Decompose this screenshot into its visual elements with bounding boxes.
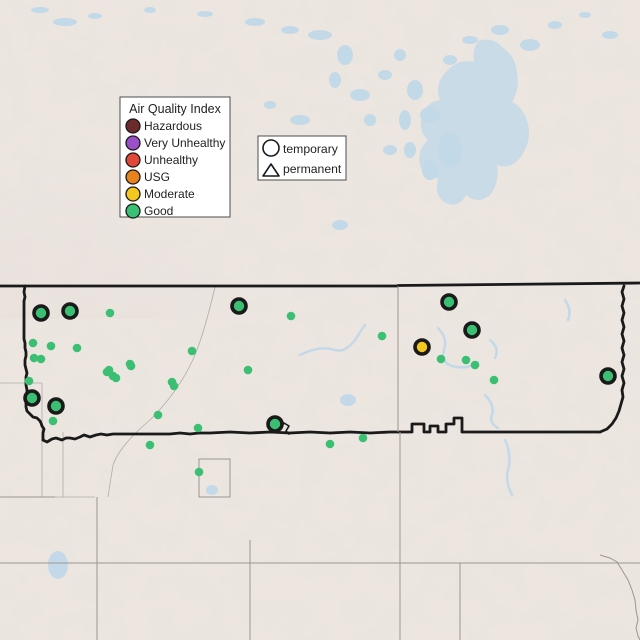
svg-text:permanent: permanent bbox=[283, 162, 342, 176]
svg-text:Good: Good bbox=[144, 204, 173, 218]
svg-text:Unhealthy: Unhealthy bbox=[144, 153, 198, 167]
svg-text:Hazardous: Hazardous bbox=[144, 119, 202, 133]
svg-text:Very Unhealthy: Very Unhealthy bbox=[144, 136, 225, 150]
svg-text:USG: USG bbox=[144, 170, 170, 184]
svg-text:temporary: temporary bbox=[283, 142, 339, 156]
svg-text:Moderate: Moderate bbox=[144, 187, 195, 201]
svg-text:Air Quality Index: Air Quality Index bbox=[129, 102, 221, 116]
